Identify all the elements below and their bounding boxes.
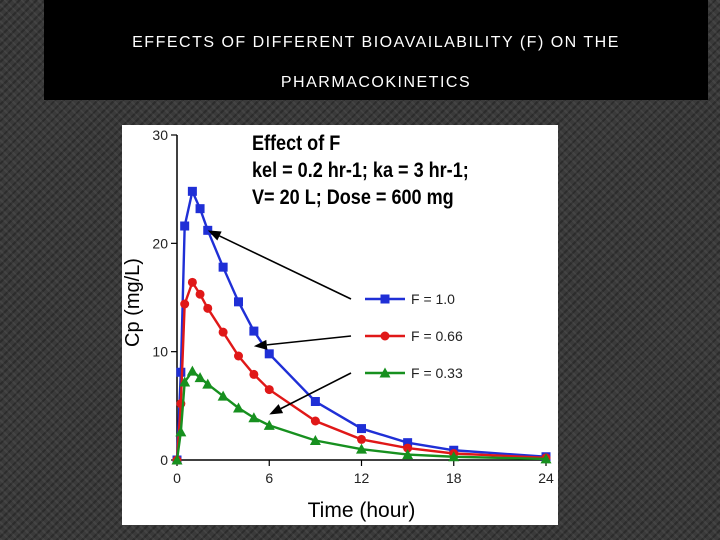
data-point [310, 397, 320, 406]
annotation-arrow-line [219, 235, 352, 300]
data-point [357, 434, 366, 444]
data-point [249, 369, 259, 379]
data-point [540, 453, 552, 464]
data-point [217, 390, 229, 401]
series-layer [171, 186, 552, 465]
data-point [195, 289, 205, 299]
y-tick-label: 30 [152, 127, 168, 143]
annotation-arrow-head [269, 404, 284, 415]
x-tick-label: 6 [265, 470, 273, 486]
data-point [233, 402, 244, 413]
data-point [234, 297, 243, 307]
legend-layer: F = 1.0 F = 0.66 F = 0.33 [207, 230, 474, 415]
slide-title-bar: EFFECTS OF DIFFERENT BIOAVAILABILITY (F)… [44, 0, 708, 100]
y-tick-label: 0 [160, 452, 168, 468]
data-point [218, 327, 228, 337]
pk-line-chart: 0 10 20 30 0 6 12 18 24 Time (hour) Cp (mg/L) Effe… [122, 127, 554, 522]
data-point [310, 416, 320, 426]
data-point [186, 365, 198, 376]
x-axis-label: Time (hour) [308, 499, 416, 522]
series-3 [171, 365, 552, 465]
annotation-arrow-line [266, 335, 352, 346]
x-tick-label: 18 [446, 470, 462, 486]
data-point [403, 438, 413, 448]
data-point [264, 349, 274, 359]
data-point [248, 412, 260, 423]
chart-panel: 0 10 20 30 0 6 12 18 24 Time (hour) Cp (mg/L) Effe… [122, 125, 558, 525]
data-point [171, 454, 183, 465]
y-tick-label: 20 [152, 235, 168, 251]
data-point [195, 204, 205, 214]
annotation-arrow-head [253, 339, 268, 350]
x-tick-label: 12 [354, 470, 370, 486]
chart-title-line: V= 20 L; Dose = 600 mg [252, 186, 454, 210]
data-point [356, 443, 367, 454]
data-point [357, 424, 366, 434]
data-point [218, 262, 228, 272]
data-point [403, 443, 413, 453]
data-point [264, 385, 274, 395]
chart-title-line: Effect of F [252, 132, 340, 156]
data-point [402, 449, 414, 460]
data-point [234, 351, 243, 361]
legend-label: F = 0.66 [411, 328, 463, 344]
data-point [194, 372, 206, 383]
data-point [448, 451, 460, 462]
annotation-arrow-head [207, 230, 222, 241]
data-point [202, 378, 214, 389]
x-tick-label: 24 [538, 470, 554, 486]
legend-label: F = 0.33 [411, 365, 463, 381]
data-point [187, 277, 197, 287]
data-point [249, 326, 259, 336]
annotation-arrow-line [280, 372, 352, 410]
slide-title-line-1: EFFECTS OF DIFFERENT BIOAVAILABILITY (F)… [132, 34, 620, 51]
axes-layer: 0 10 20 30 0 6 12 18 24 Time (hour) Cp (mg/L) [122, 127, 554, 522]
series-2 [172, 277, 551, 465]
data-point [175, 426, 187, 437]
data-point [187, 186, 197, 196]
y-tick-label: 10 [152, 344, 168, 360]
legend-marker [380, 331, 390, 341]
data-point [309, 435, 321, 445]
data-point [180, 299, 190, 309]
chart-title-line: kel = 0.2 hr-1; ka = 3 hr-1; [252, 159, 469, 183]
y-axis-label: Cp (mg/L) [122, 258, 144, 347]
data-point [180, 221, 190, 231]
chart-title-layer: Effect of F kel = 0.2 hr-1; ka = 3 hr-1; V… [252, 132, 469, 210]
data-point [203, 303, 213, 313]
legend-marker [379, 367, 391, 378]
slide-title-line-2: PHARMACOKINETICS [280, 74, 472, 91]
data-point [176, 367, 186, 377]
data-point [179, 376, 191, 387]
data-point [263, 419, 275, 430]
x-tick-label: 0 [173, 470, 181, 486]
legend-label: F = 1.0 [411, 291, 455, 307]
legend-marker [380, 294, 390, 304]
data-point [203, 225, 213, 235]
